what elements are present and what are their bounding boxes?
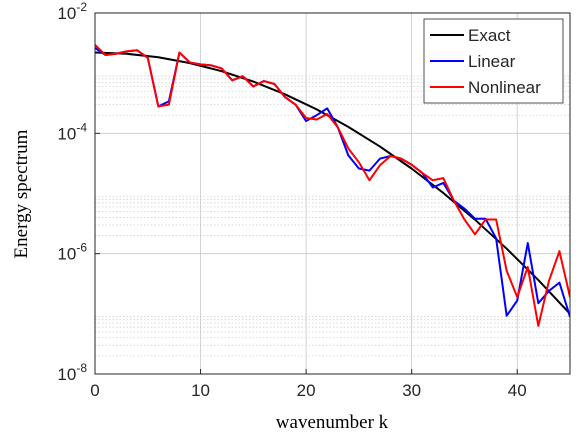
x-tick-label: 20 [297,381,316,400]
x-tick-label: 30 [402,381,421,400]
x-tick-label: 40 [508,381,527,400]
x-tick-label: 0 [90,381,99,400]
y-tick-label: 10-8 [57,361,87,384]
y-tick-label: 10-6 [57,241,87,264]
y-axis-label: Energy spectrum [11,129,32,258]
x-tick-label: 10 [191,381,210,400]
legend-label: Linear [468,52,516,71]
series-line [95,44,570,327]
y-tick-label: 10-4 [57,120,87,143]
legend-label: Exact [468,26,511,45]
y-tick-label: 10-2 [57,0,87,23]
x-axis-label: wavenumber k [276,412,389,433]
axes-box [94,12,571,375]
legend-label: Nonlinear [468,78,541,97]
